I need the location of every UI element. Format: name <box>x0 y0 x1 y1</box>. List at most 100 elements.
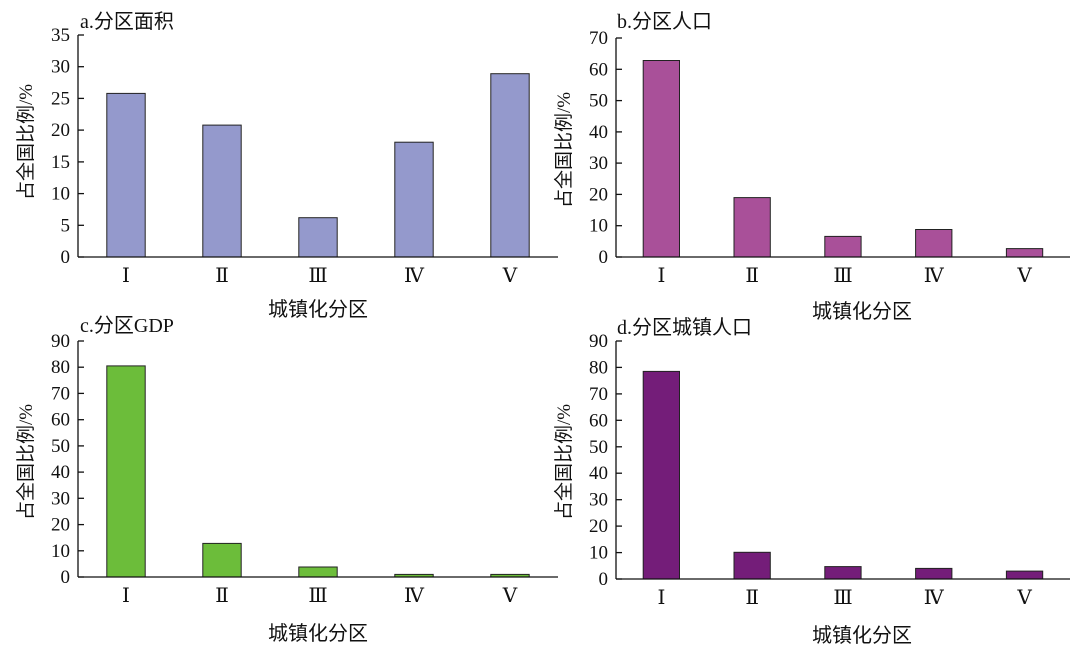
ytick-label-b-5: 50 <box>589 91 608 112</box>
bar-b-4 <box>915 229 953 258</box>
bar-b-1 <box>642 60 681 258</box>
category-label-b-4: Ⅳ <box>924 265 945 287</box>
category-label-d-2: Ⅱ <box>745 587 759 609</box>
category-label-d-3: Ⅲ <box>833 587 852 609</box>
category-label-c-3: Ⅲ <box>308 585 327 607</box>
category-label-c-2: Ⅱ <box>215 585 229 607</box>
bar-d-4 <box>915 567 953 580</box>
panel-a-title: a.分区面积 <box>80 10 174 33</box>
category-label-a-4: Ⅳ <box>404 265 425 287</box>
ytick-label-d-9: 90 <box>589 331 608 352</box>
panel-a-ylabel: 占全国比例/% <box>15 84 37 200</box>
bar-c-2 <box>202 542 242 578</box>
bar-a-4 <box>394 141 434 258</box>
ytick-label-c-9: 90 <box>51 331 70 352</box>
ytick-label-c-4: 40 <box>51 462 70 483</box>
panel-d-categories: Ⅰ Ⅱ Ⅲ Ⅳ Ⅴ <box>657 587 1032 609</box>
category-label-a-1: Ⅰ <box>122 265 130 287</box>
ytick-label-a-7: 35 <box>51 25 70 46</box>
ytick-label-b-6: 60 <box>589 59 608 80</box>
bar-c-1 <box>106 365 146 578</box>
panel-a-ticks: 0 5 10 15 20 25 30 35 <box>51 25 84 268</box>
panel-b-ylabel: 占全国比例/% <box>553 92 575 208</box>
ytick-label-d-4: 40 <box>589 463 608 484</box>
bar-a-5 <box>490 73 530 258</box>
panel-b-title: b.分区人口 <box>617 10 712 33</box>
panel-d-xlabel: 城镇化分区 <box>812 624 912 647</box>
panel-b-xlabel: 城镇化分区 <box>812 300 912 323</box>
bar-a-2 <box>202 124 242 258</box>
ytick-label-c-2: 20 <box>51 515 70 536</box>
panel-b-bars <box>642 60 1044 258</box>
category-label-a-3: Ⅲ <box>308 265 327 287</box>
panel-c-ticks: 0 10 20 30 40 50 60 70 80 90 <box>51 331 84 588</box>
ytick-label-d-5: 50 <box>589 437 608 458</box>
panel-d-ylabel: 占全国比例/% <box>553 404 575 520</box>
ytick-label-b-0: 0 <box>599 247 609 268</box>
ytick-label-a-0: 0 <box>61 247 71 268</box>
ytick-label-d-3: 30 <box>589 490 608 511</box>
ytick-label-c-6: 60 <box>51 410 70 431</box>
ytick-label-b-2: 20 <box>589 184 608 205</box>
ytick-label-c-1: 10 <box>51 541 70 562</box>
ytick-label-b-4: 40 <box>589 122 608 143</box>
ytick-label-d-7: 70 <box>589 384 608 405</box>
panel-d-bars <box>642 370 1044 580</box>
ytick-label-d-8: 80 <box>589 357 608 378</box>
bar-c-3 <box>298 566 338 578</box>
category-label-d-4: Ⅳ <box>924 587 945 609</box>
ytick-label-c-8: 80 <box>51 357 70 378</box>
category-label-b-5: Ⅴ <box>1016 265 1032 287</box>
bar-b-2 <box>733 197 771 258</box>
ytick-label-a-5: 25 <box>51 88 70 109</box>
ytick-label-d-2: 20 <box>589 516 608 537</box>
category-label-c-1: Ⅰ <box>122 585 130 607</box>
panel-c: c.分区GDP 占全国比例/% 城镇化分区 0 10 20 30 40 50 60 70 80 9… <box>15 314 558 645</box>
ytick-label-b-3: 30 <box>589 153 608 174</box>
panel-c-categories: Ⅰ Ⅱ Ⅲ Ⅳ Ⅴ <box>122 585 518 607</box>
ytick-label-a-1: 5 <box>61 215 71 236</box>
category-label-c-5: Ⅴ <box>502 585 518 607</box>
panel-b-categories: Ⅰ Ⅱ Ⅲ Ⅳ Ⅴ <box>657 265 1032 287</box>
ytick-label-a-2: 10 <box>51 184 70 205</box>
panel-d-title: d.分区城镇人口 <box>617 316 752 339</box>
bar-b-3 <box>824 235 862 258</box>
ytick-label-b-7: 70 <box>589 28 608 49</box>
ytick-label-c-3: 30 <box>51 488 70 509</box>
ytick-label-a-4: 20 <box>51 120 70 141</box>
category-label-b-3: Ⅲ <box>833 265 852 287</box>
category-label-a-2: Ⅱ <box>215 265 229 287</box>
bar-a-3 <box>298 217 338 258</box>
panel-c-ylabel: 占全国比例/% <box>15 404 37 520</box>
bar-d-3 <box>824 566 862 580</box>
panel-d-axes <box>615 341 1070 580</box>
panel-a-categories: Ⅰ Ⅱ Ⅲ Ⅳ Ⅴ <box>122 265 518 287</box>
ytick-label-a-3: 15 <box>51 152 70 173</box>
panel-d-ticks: 0 10 20 30 40 50 60 70 80 90 <box>589 331 622 590</box>
panel-c-axes <box>77 341 558 578</box>
ytick-label-d-6: 60 <box>589 410 608 431</box>
panel-a-axes <box>77 35 558 258</box>
category-label-b-1: Ⅰ <box>657 265 665 287</box>
panel-a-xlabel: 城镇化分区 <box>268 298 368 321</box>
panel-c-title: c.分区GDP <box>80 314 174 337</box>
bar-d-1 <box>642 370 681 580</box>
ytick-label-d-1: 10 <box>589 543 608 564</box>
panel-a: a.分区面积 占全国比例/% 城镇化分区 0 5 10 15 20 25 30 35 Ⅰ Ⅱ Ⅲ Ⅳ… <box>15 10 558 321</box>
category-label-d-5: Ⅴ <box>1016 587 1032 609</box>
category-label-b-2: Ⅱ <box>745 265 759 287</box>
panel-b-ticks: 0 10 20 30 40 50 60 70 <box>589 28 622 268</box>
panel-b-axes <box>615 38 1070 258</box>
panel-b: b.分区人口 占全国比例/% 城镇化分区 0 10 20 30 40 50 60 70 Ⅰ Ⅱ Ⅲ… <box>553 10 1070 323</box>
ytick-label-c-7: 70 <box>51 383 70 404</box>
ytick-label-c-5: 50 <box>51 436 70 457</box>
ytick-label-c-0: 0 <box>61 567 71 588</box>
category-label-d-1: Ⅰ <box>657 587 665 609</box>
bar-b-5 <box>1005 248 1044 258</box>
ytick-label-d-0: 0 <box>599 569 609 590</box>
ytick-label-a-6: 30 <box>51 57 70 78</box>
panel-c-xlabel: 城镇化分区 <box>268 622 368 645</box>
panel-d: d.分区城镇人口 占全国比例/% 城镇化分区 0 10 20 30 40 50 60 70 80… <box>553 316 1070 647</box>
bar-d-5 <box>1005 570 1044 580</box>
